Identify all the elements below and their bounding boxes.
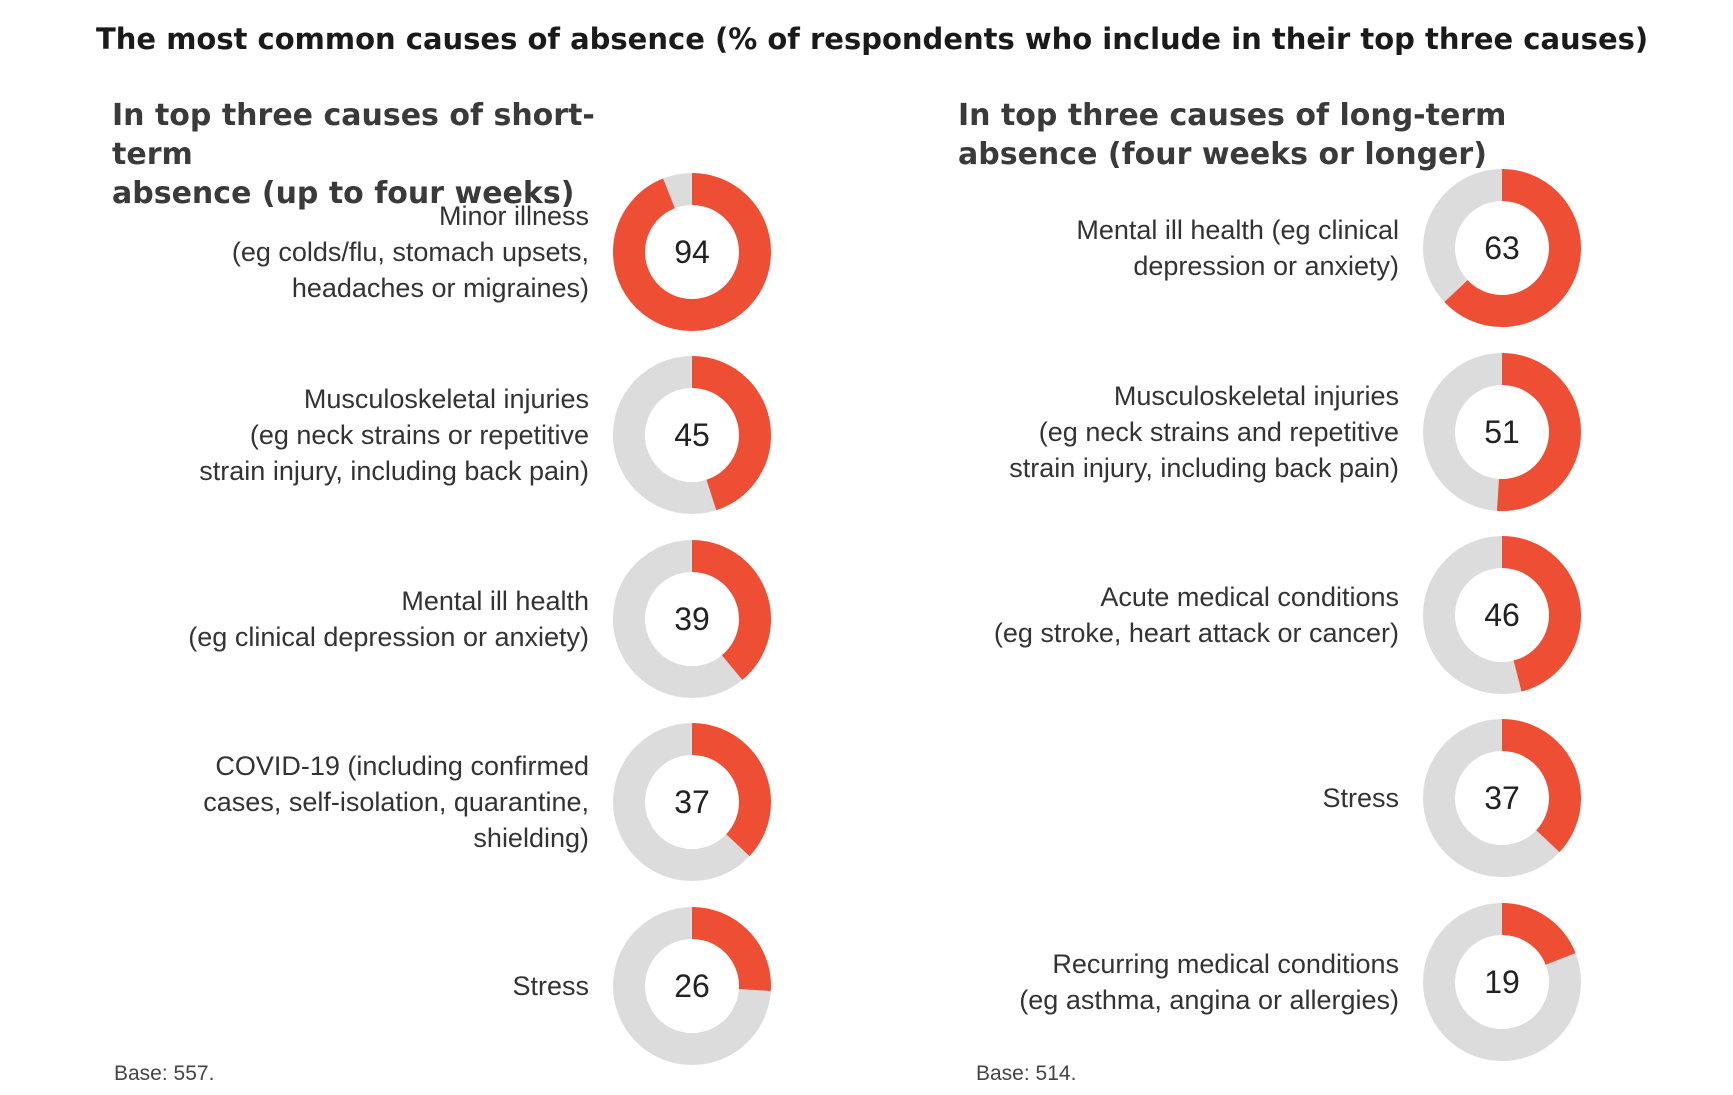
- category-label-line: Stress: [512, 971, 589, 1001]
- long-term-row: Stress 37: [958, 718, 1582, 878]
- donut-value-arc: [1423, 719, 1581, 877]
- donut-value-arc: [613, 723, 771, 881]
- category-label-line: (eg colds/flu, stomach upsets,: [231, 237, 589, 267]
- category-label-line: (eg clinical depression or anxiety): [188, 622, 589, 652]
- category-label-line: (eg stroke, heart attack or cancer): [993, 618, 1399, 648]
- donut-value-arc: [1423, 903, 1581, 1061]
- short-term-title-line-1: In top three causes of short-term: [112, 98, 595, 172]
- donut-value-label: 37: [674, 783, 710, 820]
- short-term-category-label: COVID-19 (including confirmed cases, self…: [69, 748, 589, 856]
- donut-value-arc: [613, 907, 771, 1065]
- category-label-line: Acute medical conditions: [1100, 582, 1399, 612]
- long-term-category-label: Stress: [879, 780, 1399, 816]
- short-term-row: Musculoskeletal injuries (eg neck strains…: [112, 355, 772, 515]
- long-term-donut: [1423, 903, 1581, 1061]
- donut-value-label: 26: [674, 967, 710, 1004]
- long-term-category-label: Musculoskeletal injuries (eg neck strains…: [879, 378, 1399, 486]
- short-term-donut: [613, 173, 771, 331]
- long-term-category-label: Recurring medical conditions (eg asthma, …: [879, 946, 1399, 1018]
- category-label-line: Musculoskeletal injuries: [303, 384, 589, 414]
- long-term-row: Recurring medical conditions (eg asthma, …: [958, 902, 1582, 1062]
- donut-value-arc: [1423, 169, 1581, 327]
- short-term-category-label: Musculoskeletal injuries (eg neck strains…: [69, 381, 589, 489]
- short-term-base-note: Base: 557.: [114, 1062, 215, 1085]
- category-label-line: headaches or migraines): [291, 273, 589, 303]
- donut-value-label: 51: [1484, 413, 1520, 450]
- category-label-line: (eg neck strains and repetitive: [1038, 417, 1399, 447]
- long-term-category-label: Acute medical conditions (eg stroke, hear…: [879, 579, 1399, 651]
- short-term-row: COVID-19 (including confirmed cases, self…: [112, 722, 772, 882]
- category-label-line: Mental ill health (eg clinical: [1076, 215, 1399, 245]
- donut-value-arc: [1423, 353, 1581, 511]
- category-label-line: shielding): [473, 823, 589, 853]
- short-term-category-label: Stress: [69, 968, 589, 1004]
- long-term-donut: [1423, 169, 1581, 327]
- category-label-line: Recurring medical conditions: [1052, 949, 1399, 979]
- short-term-category-label: Minor illness (eg colds/flu, stomach upse…: [69, 198, 589, 306]
- category-label-line: Musculoskeletal injuries: [1113, 381, 1399, 411]
- long-term-donut: [1423, 719, 1581, 877]
- short-term-row: Mental ill health (eg clinical depression…: [112, 539, 772, 699]
- category-label-line: Stress: [1322, 783, 1399, 813]
- long-term-row: Acute medical conditions (eg stroke, hear…: [958, 535, 1582, 695]
- category-label-line: Minor illness: [438, 201, 589, 231]
- short-term-row: Minor illness (eg colds/flu, stomach upse…: [112, 172, 772, 332]
- long-term-category-label: Mental ill health (eg clinical depression…: [879, 212, 1399, 284]
- long-term-donut: [1423, 353, 1581, 511]
- long-term-row: Musculoskeletal injuries (eg neck strains…: [958, 352, 1582, 512]
- long-term-title-line-2: absence (four weeks or longer): [958, 137, 1487, 172]
- short-term-panel-title: In top three causes of short-term absenc…: [112, 96, 672, 213]
- long-term-row: Mental ill health (eg clinical depression…: [958, 168, 1582, 328]
- short-term-donut: [613, 723, 771, 881]
- short-term-donut: [613, 907, 771, 1065]
- donut-value-label: 45: [674, 416, 710, 453]
- short-term-row: Stress 26: [112, 906, 772, 1066]
- short-term-donut: [613, 540, 771, 698]
- long-term-donut: [1423, 536, 1581, 694]
- short-term-donut: [613, 356, 771, 514]
- donut-value-label: 37: [1484, 779, 1520, 816]
- chart-title: The most common causes of absence (% of …: [96, 22, 1649, 56]
- donut-value-arc: [613, 540, 771, 698]
- donut-value-arc: [613, 173, 771, 331]
- category-label-line: strain injury, including back pain): [1009, 453, 1399, 483]
- category-label-line: strain injury, including back pain): [199, 456, 589, 486]
- long-term-panel: In top three causes of long-term absence…: [958, 96, 1638, 174]
- short-term-category-label: Mental ill health (eg clinical depression…: [69, 583, 589, 655]
- short-term-panel: In top three causes of short-term absenc…: [112, 96, 792, 213]
- donut-value-label: 19: [1484, 963, 1520, 1000]
- donut-value-arc: [613, 356, 771, 514]
- donut-value-label: 46: [1484, 596, 1520, 633]
- long-term-panel-title: In top three causes of long-term absence…: [958, 96, 1518, 174]
- category-label-line: COVID-19 (including confirmed: [215, 751, 589, 781]
- long-term-base-note: Base: 514.: [976, 1062, 1077, 1085]
- donut-value-label: 39: [674, 600, 710, 637]
- category-label-line: (eg asthma, angina or allergies): [1019, 985, 1399, 1015]
- long-term-title-line-1: In top three causes of long-term: [958, 98, 1507, 133]
- category-label-line: cases, self-isolation, quarantine,: [203, 787, 589, 817]
- category-label-line: depression or anxiety): [1133, 251, 1399, 281]
- donut-value-label: 63: [1484, 229, 1520, 266]
- donut-value-label: 94: [674, 233, 710, 270]
- donut-value-arc: [1423, 536, 1581, 694]
- category-label-line: Mental ill health: [401, 586, 589, 616]
- category-label-line: (eg neck strains or repetitive: [249, 420, 589, 450]
- short-term-title-line-2: absence (up to four weeks): [112, 176, 575, 211]
